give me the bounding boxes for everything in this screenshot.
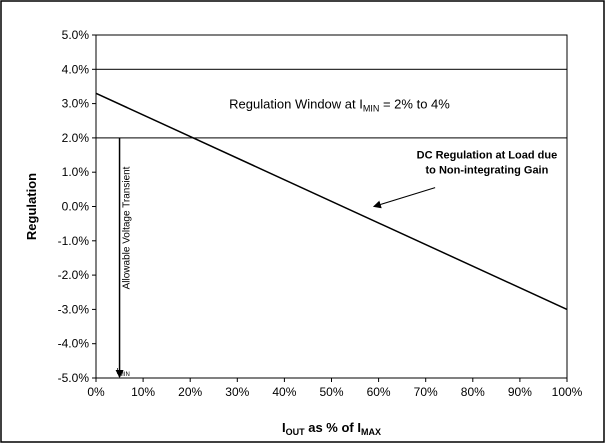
y-tick-label: 3.0% xyxy=(62,97,90,111)
y-tick-label: -5.0% xyxy=(58,371,90,385)
x-tick-label: 0% xyxy=(87,385,105,399)
y-axis-title: Regulation xyxy=(24,173,39,240)
x-tick-label: 80% xyxy=(461,385,485,399)
dc-regulation-arrow xyxy=(372,187,436,209)
y-tick-label: -1.0% xyxy=(58,234,90,248)
y-tick-label: 5.0% xyxy=(62,28,90,42)
x-tick-label: 70% xyxy=(414,385,438,399)
plot-area xyxy=(95,34,568,379)
y-tick-label: 0.0% xyxy=(62,200,90,214)
dc-regulation-label-line1: DC Regulation at Load due xyxy=(417,149,558,161)
x-tick-label: 60% xyxy=(367,385,391,399)
regulation-window-label: Regulation Window at IMIN = 2% to 4% xyxy=(229,97,450,114)
y-tick-label: 2.0% xyxy=(62,131,90,145)
x-tick-label: 20% xyxy=(178,385,202,399)
x-tick-label: 50% xyxy=(319,385,343,399)
y-tick-label: 4.0% xyxy=(62,62,90,76)
dc-regulation-label-line2: to Non-integrating Gain xyxy=(426,164,549,176)
x-tick-label: 40% xyxy=(272,385,296,399)
transient-label: Allowable Voltage Transient xyxy=(122,166,133,289)
x-tick-label: 30% xyxy=(225,385,249,399)
x-tick-label: 90% xyxy=(508,385,532,399)
imin-label: IMIN xyxy=(117,367,130,378)
x-tick-label: 10% xyxy=(131,385,155,399)
x-tick-label: 100% xyxy=(552,385,583,399)
y-axis: 5.0% 4.0% 3.0% 2.0% 1.0% 0.0% -1.0% -2.0% -3.0% -… xyxy=(58,28,96,385)
x-axis-title: IOUT as % of IMAX xyxy=(282,420,381,437)
x-axis: 0% 10% 20% 30% 40% 50% 60% 70% 80% 90% 100% xyxy=(87,378,583,399)
y-tick-label: 1.0% xyxy=(62,165,90,179)
y-tick-label: -4.0% xyxy=(58,337,90,351)
y-tick-label: -2.0% xyxy=(58,268,90,282)
y-tick-label: -3.0% xyxy=(58,302,90,316)
series-line-regulation xyxy=(95,92,568,311)
